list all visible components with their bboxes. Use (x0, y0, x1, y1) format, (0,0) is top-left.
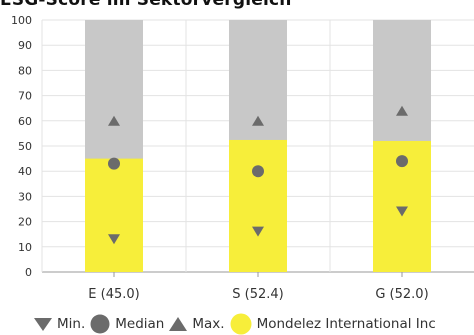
y-tick-label: 50 (18, 140, 32, 153)
yellow-circle-icon (230, 313, 252, 335)
median-marker-3 (396, 155, 408, 168)
median-marker-1 (108, 157, 120, 170)
y-tick-label: 10 (18, 241, 32, 254)
min-marker-3 (396, 206, 408, 217)
min-marker-2 (252, 226, 264, 237)
y-tick-label: 20 (18, 216, 32, 229)
circle-icon (90, 314, 110, 334)
value-bar-1 (85, 158, 143, 272)
y-tick-label: 70 (18, 90, 32, 103)
y-tick-label: 60 (18, 115, 32, 128)
chart-legend: Min. Median Max. Mondelez International … (34, 313, 441, 335)
legend-label-median: Median (115, 316, 165, 332)
max-marker-3 (396, 105, 408, 116)
legend-item-median[interactable]: Median (90, 314, 164, 334)
legend-item-company[interactable]: Mondelez International Inc (230, 313, 436, 335)
legend-item-max[interactable]: Max. (169, 316, 225, 332)
x-category-label: G (52.0) (375, 287, 428, 302)
x-category-label: S (52.4) (232, 287, 283, 302)
legend-item-min[interactable]: Min. (34, 316, 85, 332)
value-bar-2 (229, 139, 287, 272)
min-marker-1 (108, 234, 120, 245)
legend-label-company: Mondelez International Inc (256, 316, 436, 332)
legend-label-max: Max. (192, 316, 225, 332)
y-tick-label: 30 (18, 190, 32, 203)
y-tick-label: 0 (25, 266, 32, 279)
y-tick-label: 90 (18, 39, 32, 52)
triangle-up-icon (169, 316, 188, 331)
y-tick-label: 80 (18, 64, 32, 77)
median-marker-2 (252, 165, 264, 178)
max-marker-2 (252, 115, 264, 126)
y-tick-label: 100 (11, 14, 32, 27)
esg-chart: 0 10 20 30 40 50 60 70 80 90 100 E (45.0) S (52.4) G … (11, 14, 474, 302)
triangle-down-icon (34, 318, 52, 331)
chart-title: ESG-Score im Sektorvergleich (0, 0, 292, 10)
legend-label-min: Min. (57, 316, 86, 332)
x-category-label: E (45.0) (88, 287, 139, 302)
y-tick-label: 40 (18, 165, 32, 178)
max-marker-1 (108, 115, 120, 126)
